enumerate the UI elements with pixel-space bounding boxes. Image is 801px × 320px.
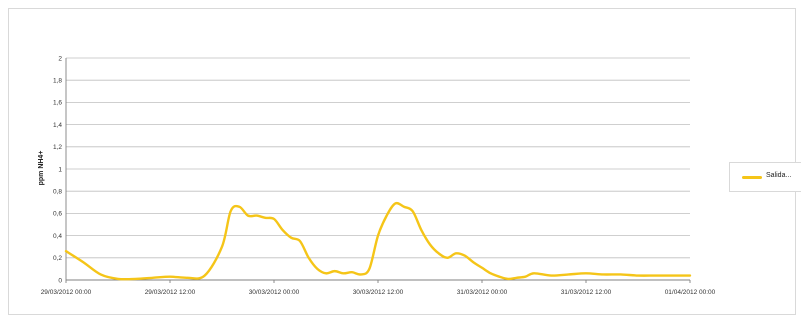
y-tick-label: 1,6 <box>53 100 62 107</box>
gridlines <box>66 57 690 259</box>
y-tick-label: 1,2 <box>53 144 62 151</box>
x-tick-label: 29/03/2012 00:00 <box>41 289 92 296</box>
y-tick-label: 0,8 <box>53 189 62 196</box>
y-tick-labels: 0 0,2 0,4 0,6 0,8 1 1,2 1,4 1,6 1,8 2 <box>53 55 62 284</box>
chart-frame <box>8 8 796 315</box>
x-tick-label: 31/03/2012 12:00 <box>561 289 612 296</box>
x-tick-label: 01/04/2012 00:00 <box>665 289 716 296</box>
legend-swatch <box>742 176 762 179</box>
y-tick-label: 1 <box>58 166 62 173</box>
y-tick-label: 2 <box>58 55 62 62</box>
y-tick-label: 0,2 <box>53 255 62 262</box>
x-tick-label: 31/03/2012 00:00 <box>457 289 508 296</box>
legend: Salida... <box>729 162 801 192</box>
y-tick-label: 1,4 <box>53 122 62 129</box>
y-tick-label: 0 <box>58 277 62 284</box>
x-tick-label: 30/03/2012 00:00 <box>249 289 300 296</box>
legend-label: Salida... <box>766 172 792 179</box>
series-line-salida <box>64 201 692 281</box>
x-tick-label: 30/03/2012 12:00 <box>353 289 404 296</box>
x-tick-labels: 29/03/2012 00:00 29/03/2012 12:00 30/03/20… <box>41 289 716 296</box>
y-tick-label: 0,6 <box>53 211 62 218</box>
y-axis-label: ppm NH4+ <box>38 151 45 186</box>
y-tick-label: 1,8 <box>53 78 62 85</box>
x-tick-label: 29/03/2012 12:00 <box>145 289 196 296</box>
y-tick-label: 0,4 <box>53 233 62 240</box>
axes <box>65 58 691 283</box>
